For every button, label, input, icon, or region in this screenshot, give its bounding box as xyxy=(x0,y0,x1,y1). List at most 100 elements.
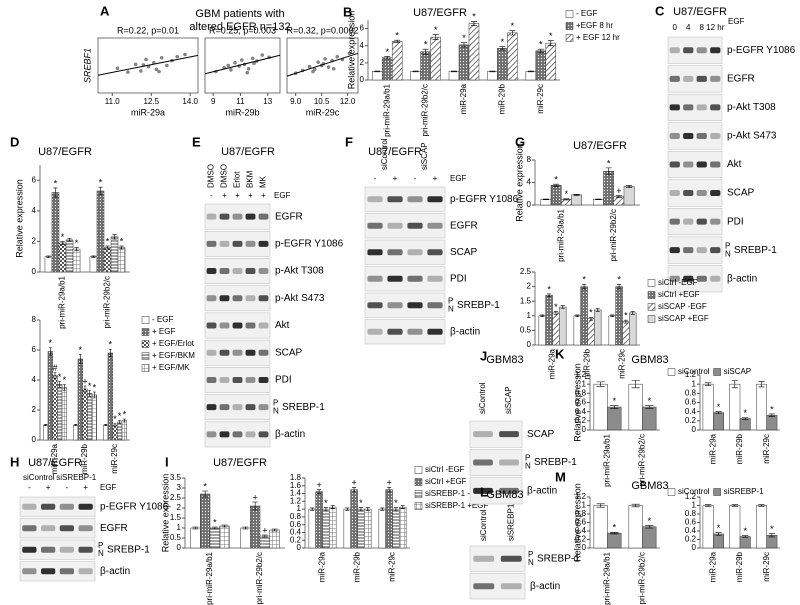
lane-label: 0 xyxy=(673,23,678,32)
point xyxy=(335,54,339,59)
y-tick-label: 1 xyxy=(692,501,697,510)
y-tick-label: 6 xyxy=(360,24,365,33)
treatment-sign: + xyxy=(248,191,253,200)
error-bar xyxy=(768,413,775,418)
point xyxy=(246,67,251,71)
band xyxy=(59,503,74,510)
band xyxy=(669,104,680,111)
panel-title: GBM patients with xyxy=(195,8,284,20)
error-bar xyxy=(768,533,775,538)
bar xyxy=(525,71,537,81)
legend-label: + EGF 12 hr xyxy=(576,33,620,42)
bar xyxy=(622,321,630,346)
point xyxy=(133,62,138,67)
bar xyxy=(580,286,588,346)
significance: * xyxy=(213,517,217,527)
x-tick-label: miR-29c xyxy=(388,552,397,582)
error-bar xyxy=(547,293,552,298)
row-label: SREBP-1 xyxy=(537,553,580,564)
error-bar xyxy=(617,283,622,290)
treatment-label: EGF xyxy=(728,17,745,26)
x-tick-label: miR-29b xyxy=(735,433,744,464)
error-bar xyxy=(705,504,712,507)
y-tick-label: 8 xyxy=(32,315,37,324)
bar xyxy=(497,48,508,81)
y-tick-label: 0.2 xyxy=(575,535,587,544)
significance: * xyxy=(75,238,79,248)
legend-swatch xyxy=(647,291,656,299)
band xyxy=(41,503,56,510)
bar xyxy=(702,505,714,549)
error-bar xyxy=(588,316,593,321)
annotation: R=0.22, p=0.01 xyxy=(117,25,179,35)
x-tick-label: 11.0 xyxy=(105,97,121,106)
bar xyxy=(200,493,211,549)
legend-swatch xyxy=(565,10,574,18)
bar xyxy=(110,236,119,273)
band xyxy=(710,161,721,168)
fit-line xyxy=(204,54,281,75)
y-tick-label: 1.2 xyxy=(685,370,697,379)
significance: + xyxy=(82,376,87,386)
significance: * xyxy=(554,175,558,185)
band xyxy=(669,75,680,82)
x-tick-label: miR-29a xyxy=(708,551,717,582)
error-bar xyxy=(432,34,439,41)
point xyxy=(307,64,312,69)
band xyxy=(696,132,707,139)
panel-title: GBM83 xyxy=(631,480,668,492)
legend-swatch xyxy=(141,364,150,372)
band xyxy=(473,555,495,562)
y-tick-label: 0 xyxy=(360,75,365,84)
bar xyxy=(89,256,98,273)
band-marker: N xyxy=(98,549,104,558)
bar xyxy=(315,491,323,549)
band xyxy=(407,249,423,256)
error-bar xyxy=(48,347,52,356)
y-tick-label: 1.4 xyxy=(290,489,302,498)
band xyxy=(206,213,217,220)
legend-label: siSCAP +EGF xyxy=(658,314,709,323)
lane-label: MK xyxy=(259,175,268,188)
significance: * xyxy=(589,308,593,318)
band xyxy=(387,222,403,229)
bar xyxy=(343,508,351,549)
significance: + xyxy=(316,480,321,490)
error-bar xyxy=(345,507,350,511)
band xyxy=(219,240,230,247)
error-bar xyxy=(394,39,401,44)
band-marker: P xyxy=(448,296,453,305)
bar xyxy=(87,393,93,441)
bar xyxy=(629,312,637,346)
bar xyxy=(209,527,220,549)
error-bar xyxy=(705,382,712,386)
y-tick-label: 0.6 xyxy=(685,518,697,527)
error-bar xyxy=(74,423,78,427)
band xyxy=(245,349,256,356)
band xyxy=(367,275,383,282)
band xyxy=(427,249,443,256)
error-bar xyxy=(113,423,117,427)
error-bar xyxy=(547,40,554,47)
band xyxy=(245,213,256,220)
legend-label: siCtrl -EGF xyxy=(658,278,698,287)
band xyxy=(407,275,423,282)
error-bar xyxy=(527,70,534,73)
significance: * xyxy=(61,232,65,242)
error-bar xyxy=(53,372,57,379)
row-label: p-EGFR Y1086 xyxy=(275,238,344,249)
error-bar xyxy=(610,405,619,409)
legend-swatch xyxy=(667,368,676,376)
band xyxy=(696,161,707,168)
bar xyxy=(107,352,113,441)
row-label: β-actin xyxy=(450,326,480,337)
bar xyxy=(540,199,552,206)
treatment-sign: - xyxy=(210,191,213,200)
band xyxy=(696,275,707,282)
x-tick-label: pri-miR-29a/b1 xyxy=(603,551,612,604)
band-marker: N xyxy=(273,406,279,415)
legend-swatch xyxy=(565,22,574,30)
bar xyxy=(329,506,337,549)
band xyxy=(473,459,493,466)
bar xyxy=(430,36,441,81)
